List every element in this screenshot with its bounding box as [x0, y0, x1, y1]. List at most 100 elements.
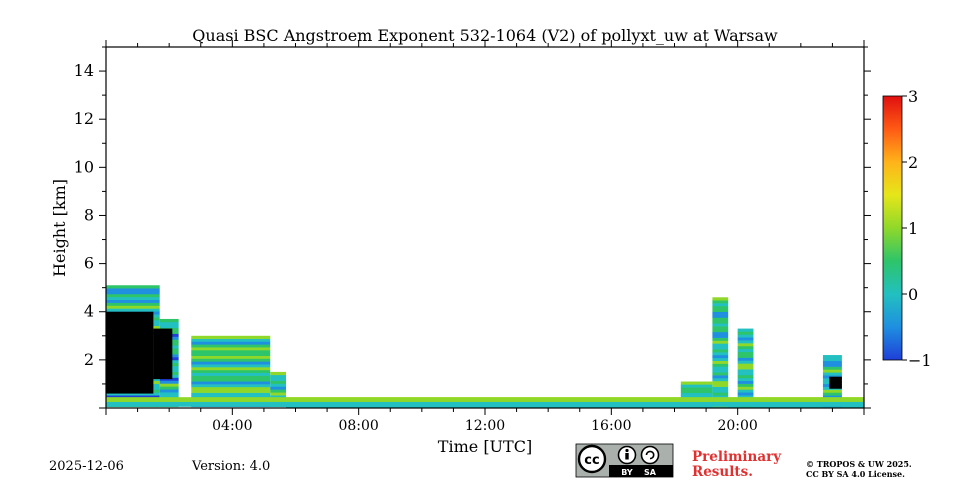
y-tick-label: 14	[74, 61, 94, 80]
heatmap-cell	[191, 335, 271, 339]
heatmap-cell	[106, 302, 160, 306]
heatmap-cell	[712, 375, 729, 379]
heatmap-cell	[191, 369, 271, 374]
heatmap-cell	[106, 288, 160, 292]
heatmap-cell	[191, 364, 271, 368]
heatmap-cell	[106, 305, 160, 309]
heatmap-region	[737, 328, 754, 408]
heatmap-cell	[106, 392, 160, 396]
heatmap-cell	[737, 386, 754, 390]
heatmap-cell	[191, 352, 271, 356]
heatmap-cell	[270, 386, 287, 390]
heatmap-cell	[737, 369, 754, 373]
heatmap-cell	[737, 363, 754, 367]
heatmap-cell	[737, 395, 754, 399]
heatmap-cell	[106, 293, 160, 298]
missing-data-region	[829, 376, 842, 389]
heatmap-cell	[737, 392, 754, 396]
by-icon-head	[625, 448, 629, 453]
heatmap-cell	[191, 395, 271, 399]
heatmap-cell	[737, 334, 754, 338]
heatmap-cell	[270, 380, 287, 384]
sa-label: SA	[644, 468, 657, 477]
heatmap-cell	[712, 343, 729, 347]
heatmap-cell	[270, 374, 287, 379]
heatmap-cell	[106, 395, 160, 399]
heatmap-cell	[737, 372, 754, 376]
heatmap-cell	[712, 323, 729, 327]
heatmap-cell	[712, 314, 729, 318]
heatmap-cell	[822, 369, 842, 373]
y-tick-label: 10	[74, 157, 94, 176]
heatmap-cell	[270, 392, 287, 396]
heatmap-cell	[680, 387, 713, 391]
heatmap-cell	[712, 334, 729, 338]
sa-icon	[640, 445, 660, 465]
surface-layer	[106, 397, 864, 407]
heatmap-cell	[737, 331, 754, 335]
cc-badge-strip	[609, 465, 673, 477]
heatmap-cell	[822, 395, 842, 399]
heatmap-cell	[191, 378, 271, 382]
heatmap-cell	[159, 318, 179, 323]
heatmap-cell	[191, 358, 271, 362]
heatmap-cell	[680, 392, 713, 396]
heatmap-cell	[270, 395, 287, 399]
x-tick-label: 08:00	[338, 418, 378, 434]
heatmap-cell	[191, 381, 271, 385]
heatmap-cell	[822, 366, 842, 370]
heatmap-cell	[680, 384, 713, 388]
heatmap-cell	[191, 341, 271, 345]
heatmap-cell	[737, 380, 754, 384]
heatmap-cell	[712, 337, 729, 341]
heatmap-cell	[822, 389, 842, 393]
heatmap-cell	[159, 377, 179, 381]
heatmap-cell	[159, 380, 179, 384]
heatmap-cell	[712, 366, 729, 370]
colorbar-tick-label: −1	[908, 351, 932, 370]
x-axis-label: Time [UTC]	[438, 437, 532, 456]
surface-band-blue	[106, 401, 864, 407]
heatmap-cell	[712, 346, 729, 350]
heatmap-cell	[737, 343, 754, 347]
heatmap-cell	[680, 389, 713, 394]
heatmap-cell	[737, 354, 754, 358]
heatmap-cell	[712, 354, 729, 359]
heatmap-cell	[737, 383, 754, 387]
colorbar-tick-label: 2	[908, 153, 918, 172]
heatmap-cell	[106, 291, 160, 295]
heatmap-cell	[737, 360, 754, 364]
heatmap-cell	[712, 303, 729, 307]
heatmap-cell	[191, 375, 271, 379]
by-icon-body	[625, 453, 629, 460]
heatmap-cell	[191, 372, 271, 376]
heatmap-cell	[680, 381, 713, 385]
heatmap-cell	[737, 351, 754, 355]
x-axis: 04:00 08:00 12:00 16:00 20:00	[105, 40, 865, 434]
colorbar-ticks: 3 2 1 0 −1	[902, 87, 932, 370]
heatmap-cell	[191, 386, 271, 391]
heatmap-cell	[191, 367, 271, 371]
colorbar-tick-label: 1	[908, 219, 918, 238]
heatmap-cell	[737, 348, 754, 353]
heatmap-cell	[159, 324, 179, 329]
surface-band-green	[106, 397, 864, 402]
heatmap-cell	[270, 371, 287, 376]
heatmap-cell	[712, 357, 729, 361]
heatmap-cell	[712, 308, 729, 313]
heatmap-cell	[822, 392, 842, 396]
heatmap-cell	[712, 372, 729, 376]
heatmap-cell	[712, 317, 729, 321]
heatmap-cell	[712, 369, 729, 373]
preliminary-line1: Preliminary	[692, 449, 782, 465]
heatmap-cell	[159, 386, 179, 390]
heatmap-cell	[191, 349, 271, 354]
cc-icon	[577, 444, 607, 474]
preliminary-line2: Results.	[692, 464, 753, 480]
y-tick-label: 4	[84, 302, 94, 321]
heatmap-cell	[822, 363, 842, 367]
colorbar-tick-label: 3	[908, 87, 918, 106]
y-axis: 2 4 6 8 10 12 14	[74, 46, 871, 409]
heatmap-cell	[191, 392, 271, 396]
